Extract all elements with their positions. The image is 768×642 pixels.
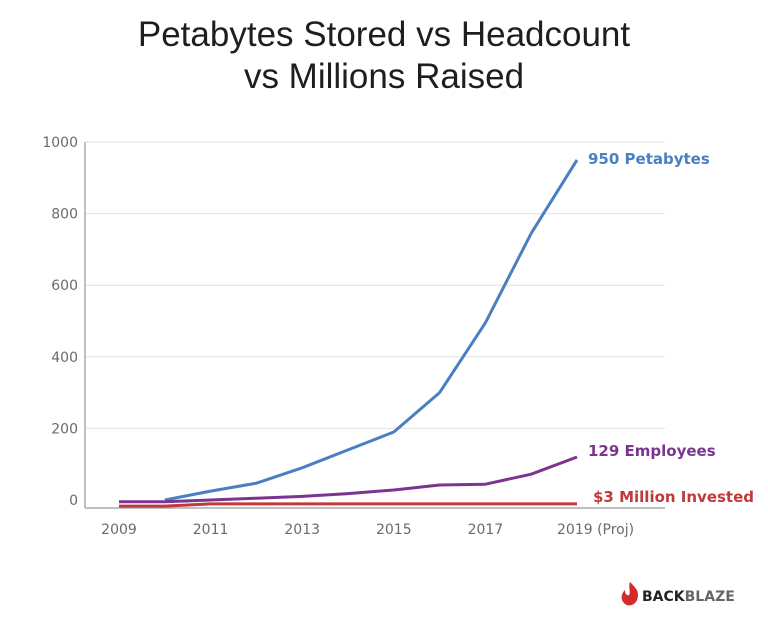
series-line-2 bbox=[119, 502, 577, 508]
backblaze-logo: BACKBLAZE bbox=[621, 582, 735, 606]
y-tick-label: 600 bbox=[51, 278, 78, 294]
x-tick-label: 2013 bbox=[284, 522, 320, 538]
chart-title-line-2: vs Millions Raised bbox=[244, 57, 524, 96]
series-label-petabytes: 950 Petabytes bbox=[588, 150, 710, 168]
y-tick-label: 800 bbox=[51, 207, 78, 223]
y-tick-label: 0 bbox=[69, 493, 78, 509]
y-tick-label: 400 bbox=[51, 350, 78, 366]
chart-title-line-1: Petabytes Stored vs Headcount bbox=[138, 15, 631, 54]
logo-text: BACKBLAZE bbox=[642, 589, 735, 605]
series-label-employees: 129 Employees bbox=[588, 442, 716, 460]
y-tick-label: 200 bbox=[51, 421, 78, 437]
y-tick-label: 1000 bbox=[42, 135, 78, 151]
x-tick-label: 2019 (Proj) bbox=[557, 522, 634, 538]
series-lines bbox=[119, 159, 579, 508]
y-axis-ticks: 0 200 400 600 800 1000 bbox=[42, 135, 78, 509]
flame-icon bbox=[621, 582, 639, 606]
series-line-0 bbox=[164, 159, 579, 502]
x-tick-label: 2017 bbox=[468, 522, 504, 538]
x-axis-ticks: 2009 2011 2013 2015 2017 2019 (Proj) bbox=[101, 522, 634, 538]
x-tick-label: 2015 bbox=[376, 522, 412, 538]
x-tick-label: 2011 bbox=[193, 522, 229, 538]
series-label-invested: $3 Million Invested bbox=[593, 488, 754, 506]
series-line-1 bbox=[119, 455, 578, 504]
gridlines bbox=[85, 141, 665, 429]
x-tick-label: 2009 bbox=[101, 522, 137, 538]
